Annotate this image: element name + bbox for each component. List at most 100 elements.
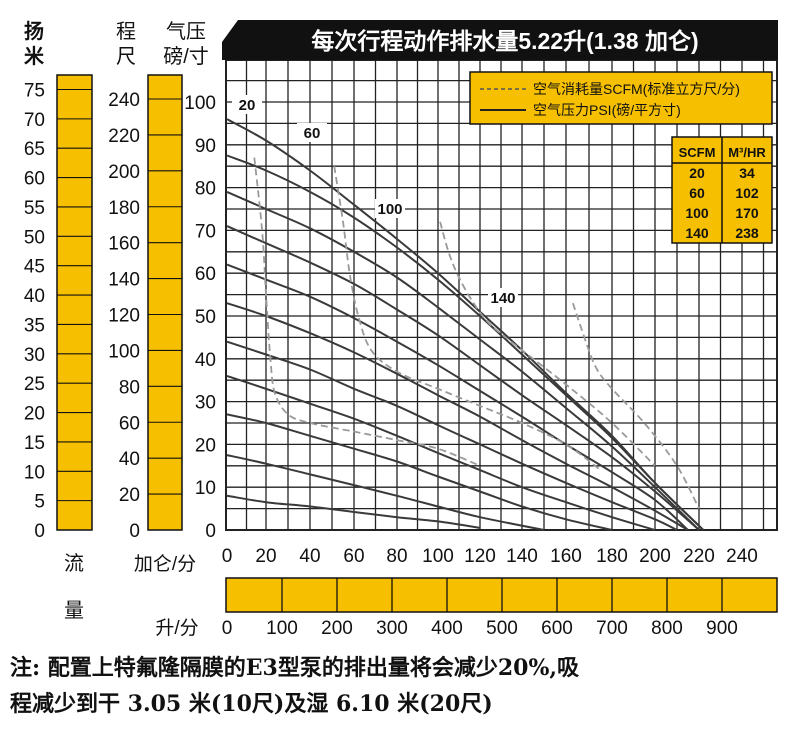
- y-tick-label-ft: 200: [108, 162, 140, 183]
- scfm-table: SCFM M³/HR 20 34 60 102 100 170 140 238: [671, 136, 773, 244]
- flow-label: 流: [64, 552, 84, 575]
- pressure-curves: [226, 118, 704, 531]
- y-tick-label-ft: 140: [108, 270, 140, 291]
- y-tick-label-ft: 240: [108, 90, 140, 111]
- pressure-curve-40psi: [226, 374, 656, 531]
- chart-title: 每次行程动作排水量5.22升(1.38 加仑): [311, 28, 698, 54]
- y-axis-label-m: 扬: [24, 20, 44, 43]
- pressure-curve-10psi: [226, 494, 481, 529]
- scfm-table-cell: 102: [735, 185, 759, 201]
- title-background: [222, 20, 778, 60]
- chart-canvas: 每次行程动作排水量5.22升(1.38 加仑) 空气消耗量SCFM(标准立方尺/分…: [24, 20, 778, 639]
- scfm-label-bg: [375, 199, 405, 218]
- note-line-1: 注: 配置上特氟隆隔膜的E3型泵的排出量将会减少20%,吸: [10, 655, 580, 681]
- pressure-curve-100psi: [226, 154, 704, 531]
- scfm-label-bg: [488, 288, 518, 307]
- x-axis-label-lpm: 升/分: [155, 617, 198, 639]
- note-line-2: 程减少到干 3.05 米(10尺)及湿 6.10 米(20尺): [10, 691, 493, 717]
- x-tick-label-gpm: 20: [255, 546, 276, 567]
- y-tick-label-psi: 50: [195, 307, 216, 328]
- x-tick-label-lpm: 800: [651, 618, 683, 639]
- y-tick-label-psi: 10: [195, 478, 216, 499]
- y-tick-label-m: 25: [24, 374, 45, 395]
- pressure-curve-30psi: [226, 413, 613, 531]
- y-tick-label-m: 70: [24, 110, 45, 131]
- x-tick-label-gpm: 40: [299, 546, 320, 567]
- scfm-label: 60: [304, 125, 321, 142]
- flow-label: 量: [64, 600, 84, 622]
- teflon-note: 注: 配置上特氟隆隔膜的E3型泵的排出量将会减少20%,吸 程减少到干 3.05…: [10, 650, 790, 722]
- x-tick-label-gpm: 0: [222, 546, 233, 567]
- y-tick-label-psi: 60: [195, 264, 216, 285]
- x-tick-label-gpm: 200: [639, 546, 671, 567]
- y-tick-label-m: 30: [24, 345, 45, 366]
- y-tick-label-m: 75: [24, 81, 45, 102]
- y-axis-label-ft: 尺: [116, 46, 136, 68]
- y-tick-label-m: 5: [34, 492, 45, 513]
- pressure-curve-20psi: [226, 454, 545, 531]
- y-tick-label-psi: 90: [195, 136, 216, 157]
- scfm-label-bg: [232, 95, 262, 114]
- y-tick-label-m: 65: [24, 139, 45, 160]
- pressure-curve-50psi: [226, 340, 678, 531]
- x-tick-label-gpm: 180: [596, 546, 628, 567]
- y-tick-label-ft: 80: [119, 377, 140, 398]
- y-tick-label-m: 10: [24, 462, 45, 483]
- y-tick-label-ft: 0: [129, 521, 140, 542]
- scfm-table-cell: 60: [689, 185, 705, 201]
- air-consumption-curve-140scfm: [572, 302, 700, 510]
- y-tick-label-psi: 0: [205, 521, 216, 542]
- meters-bar: [56, 74, 93, 531]
- x-tick-label-gpm: 220: [683, 546, 715, 567]
- pressure-curve-110psi: [226, 118, 704, 531]
- scfm-table-cell: 170: [735, 205, 759, 221]
- y-tick-label-psi: 70: [195, 221, 216, 242]
- y-axis-label-m: 米: [24, 45, 45, 68]
- air-consumption-curve-20scfm: [253, 157, 481, 467]
- y-tick-label-m: 20: [24, 404, 45, 425]
- scfm-table-cell: 238: [735, 225, 759, 241]
- scfm-label-bg: [297, 123, 327, 142]
- scfm-table-header: SCFM: [679, 145, 716, 160]
- x-tick-label-lpm: 200: [321, 618, 353, 639]
- feet-bar-fill: [147, 74, 183, 531]
- meters-bar-fill: [56, 74, 93, 531]
- x-axis-label-gpm: 加仑/分: [134, 553, 196, 575]
- x-tick-label-gpm: 240: [726, 546, 758, 567]
- x-tick-label-lpm: 700: [596, 618, 628, 639]
- x-tick-label-lpm: 100: [266, 618, 298, 639]
- scfm-table-header: M³/HR: [728, 145, 766, 160]
- y-axis-label-psi: 磅/寸: [163, 45, 209, 68]
- x-tick-label-lpm: 400: [431, 618, 463, 639]
- pressure-curve-60psi: [226, 302, 689, 531]
- x-tick-label-lpm: 500: [486, 618, 518, 639]
- x-tick-label-lpm: 300: [376, 618, 408, 639]
- pressure-curve-90psi: [226, 190, 700, 531]
- y-tick-label-ft: 40: [119, 449, 140, 470]
- y-tick-label-psi: 30: [195, 393, 216, 414]
- y-tick-label-ft: 160: [108, 234, 140, 255]
- lpm-bar: [225, 577, 778, 613]
- air-consumption-curve-100scfm: [439, 221, 656, 467]
- pressure-curve-80psi: [226, 225, 700, 531]
- y-tick-label-m: 55: [24, 198, 45, 219]
- y-tick-label-ft: 60: [119, 413, 140, 434]
- legend-air-consumption: 空气消耗量SCFM(标准立方尺/分): [533, 81, 740, 97]
- scfm-label: 140: [490, 290, 515, 307]
- air-consumption-curve-60scfm: [333, 166, 602, 471]
- legend-air-pressure: 空气压力PSI(磅/平方寸): [533, 102, 681, 118]
- scfm-table-cell: 100: [685, 205, 709, 221]
- x-tick-label-lpm: 900: [706, 618, 738, 639]
- y-tick-label-ft: 120: [108, 306, 140, 327]
- legend-box: [469, 71, 773, 125]
- y-tick-label-ft: 180: [108, 198, 140, 219]
- x-tick-label-gpm: 80: [386, 546, 407, 567]
- y-tick-label-ft: 220: [108, 126, 140, 147]
- y-tick-label-ft: 100: [108, 341, 140, 362]
- scfm-label: 20: [239, 97, 256, 114]
- pressure-curve-70psi: [226, 263, 689, 531]
- y-tick-label-m: 35: [24, 315, 45, 336]
- scfm-table-cell: 34: [739, 165, 755, 181]
- air-consumption-curves: 20 60 100 140: [232, 95, 700, 510]
